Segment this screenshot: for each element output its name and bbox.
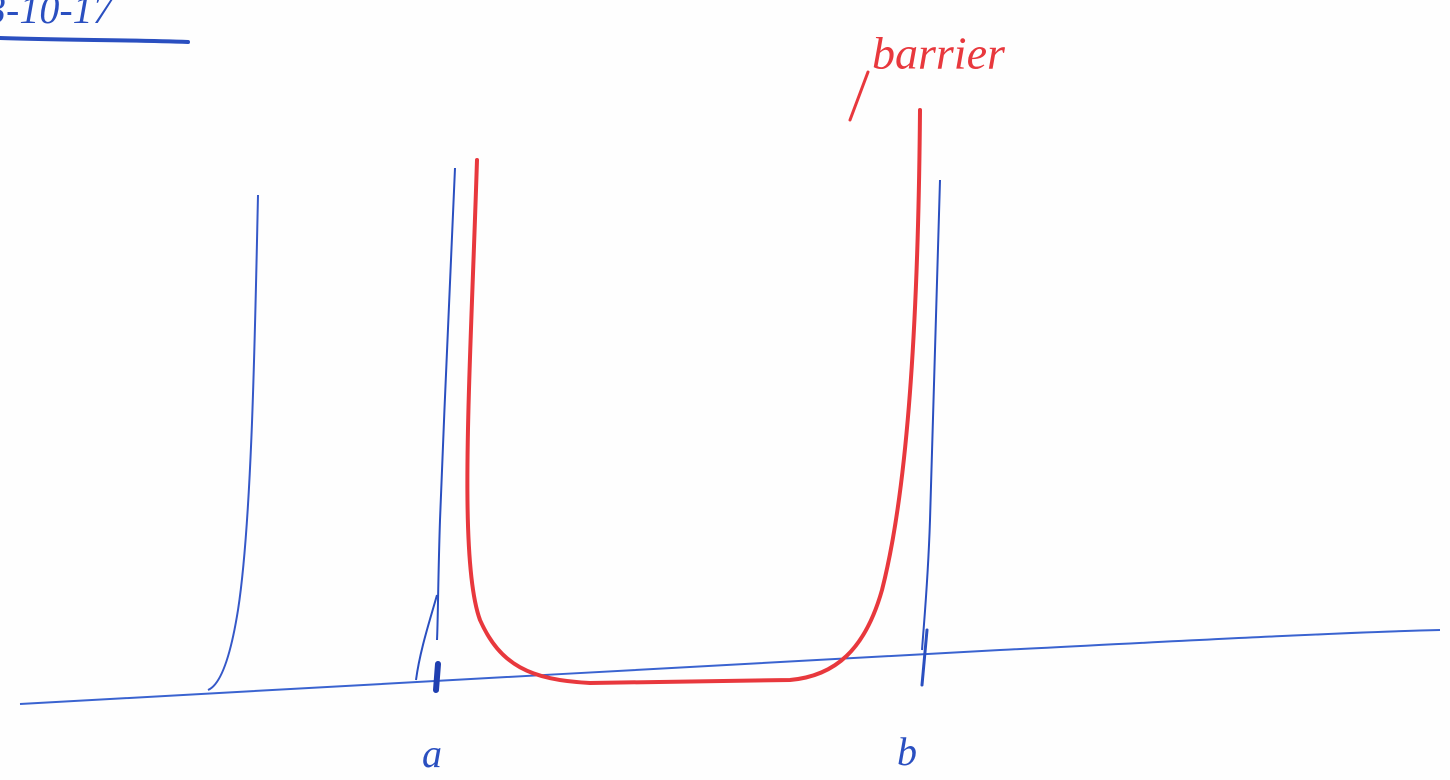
wall-b <box>921 179 941 651</box>
barrier-curve <box>465 108 922 686</box>
date-underline <box>0 36 190 44</box>
wall-a-stroke <box>415 594 438 681</box>
label-a: a <box>422 731 442 776</box>
tick-b <box>920 628 929 687</box>
axis <box>19 629 1441 705</box>
wall-a <box>436 167 456 641</box>
barrier-slash <box>848 70 870 122</box>
left-curve <box>207 194 259 691</box>
barrier-label: barrier <box>872 28 1006 79</box>
tick-a <box>433 661 441 693</box>
date: 3-10-17 <box>0 0 115 32</box>
label-b: b <box>897 729 917 774</box>
